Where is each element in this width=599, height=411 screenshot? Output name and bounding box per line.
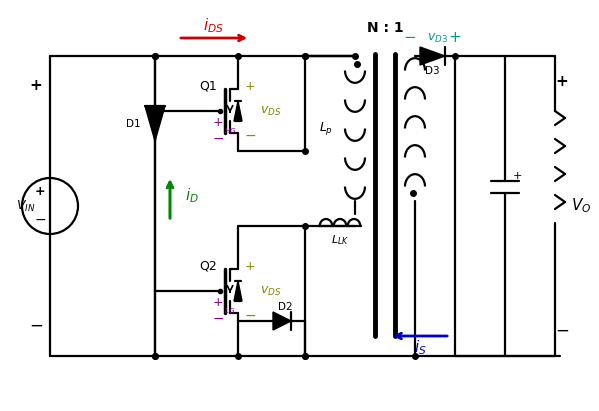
Text: $V_O$: $V_O$ (571, 196, 591, 215)
Text: $i_S$: $i_S$ (414, 339, 426, 357)
Text: +: + (449, 30, 461, 46)
Text: $_{HG}$: $_{HG}$ (223, 126, 237, 136)
Text: $L_{LK}$: $L_{LK}$ (331, 233, 349, 247)
Text: $i_{DS}$: $i_{DS}$ (202, 17, 223, 35)
Text: −: − (244, 129, 256, 143)
Text: +: + (513, 171, 522, 181)
Text: −: − (29, 317, 43, 335)
Text: $v_{DS}$: $v_{DS}$ (260, 284, 282, 298)
Text: $_{LG}$: $_{LG}$ (224, 306, 236, 316)
Text: N : 1: N : 1 (367, 21, 403, 35)
Text: $v_{DS}$: $v_{DS}$ (260, 104, 282, 118)
Text: −: − (244, 309, 256, 323)
Text: D1: D1 (126, 119, 141, 129)
Text: +: + (29, 79, 43, 93)
Text: D3: D3 (425, 66, 439, 76)
Text: Q2: Q2 (199, 259, 217, 272)
Polygon shape (145, 106, 165, 141)
Text: Q1: Q1 (199, 79, 217, 92)
Text: +: + (556, 74, 568, 88)
Text: +: + (244, 79, 255, 92)
Text: D2: D2 (278, 302, 292, 312)
Text: +: + (244, 259, 255, 272)
Polygon shape (234, 101, 242, 121)
Text: $L_p$: $L_p$ (319, 120, 333, 138)
Text: +: + (213, 296, 223, 309)
Text: $V_{IN}$: $V_{IN}$ (16, 199, 35, 214)
Text: −: − (404, 30, 416, 46)
Polygon shape (420, 47, 445, 65)
Text: +: + (35, 185, 46, 199)
Text: −: − (212, 312, 224, 326)
Text: −: − (34, 213, 46, 227)
Text: +: + (213, 116, 223, 129)
Polygon shape (234, 281, 242, 301)
Polygon shape (273, 312, 291, 330)
Text: $i_D$: $i_D$ (185, 187, 199, 206)
Text: $v_{D3}$: $v_{D3}$ (428, 32, 449, 44)
Text: −: − (212, 132, 224, 146)
Text: −: − (555, 322, 569, 340)
